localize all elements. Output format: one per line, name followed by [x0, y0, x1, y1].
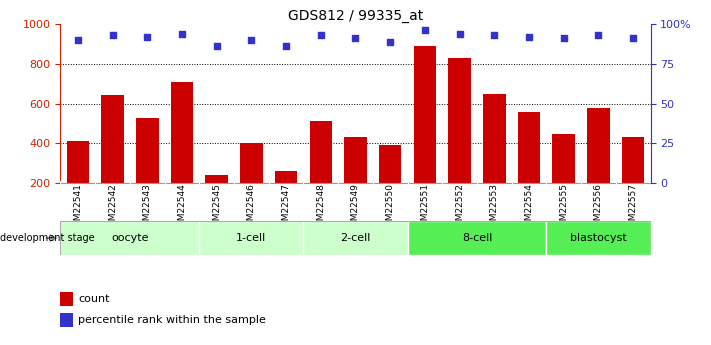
Bar [414, 46, 437, 183]
Text: 1-cell: 1-cell [236, 233, 267, 243]
Text: GSM22550: GSM22550 [385, 183, 395, 232]
Text: GSM22557: GSM22557 [629, 183, 638, 232]
Point [176, 31, 188, 37]
Text: blastocyst: blastocyst [570, 233, 627, 243]
Bar [60, 292, 73, 306]
Bar [518, 112, 540, 183]
Point [419, 28, 431, 33]
Bar [304, 221, 407, 255]
Text: GSM22542: GSM22542 [108, 183, 117, 232]
Bar [199, 221, 304, 255]
Point [107, 32, 118, 38]
Bar [622, 137, 644, 183]
Bar [309, 121, 332, 183]
Bar [449, 58, 471, 183]
Text: oocyte: oocyte [111, 233, 149, 243]
Text: GSM22555: GSM22555 [560, 183, 568, 232]
Bar [587, 108, 610, 183]
Point [488, 32, 500, 38]
Point [315, 32, 326, 38]
Title: GDS812 / 99335_at: GDS812 / 99335_at [288, 9, 423, 23]
Text: count: count [78, 294, 109, 304]
Point [72, 37, 83, 43]
Bar [483, 93, 506, 183]
Text: GSM22552: GSM22552 [455, 183, 464, 232]
Text: GSM22556: GSM22556 [594, 183, 603, 232]
Point [211, 43, 223, 49]
Text: GSM22541: GSM22541 [73, 183, 82, 232]
Point [454, 31, 465, 37]
Bar [136, 118, 159, 183]
Text: GSM22549: GSM22549 [351, 183, 360, 232]
Bar [552, 134, 575, 183]
Text: GSM22554: GSM22554 [525, 183, 533, 232]
Bar [67, 141, 89, 183]
Text: GSM22548: GSM22548 [316, 183, 326, 232]
Text: GSM22545: GSM22545 [212, 183, 221, 232]
Text: 8-cell: 8-cell [462, 233, 492, 243]
Point [246, 37, 257, 43]
Text: percentile rank within the sample: percentile rank within the sample [78, 315, 266, 325]
Text: GSM22544: GSM22544 [178, 183, 186, 232]
Bar [344, 137, 367, 183]
Text: GSM22553: GSM22553 [490, 183, 499, 232]
Point [628, 36, 639, 41]
Bar [101, 95, 124, 183]
Text: GSM22547: GSM22547 [282, 183, 291, 232]
Text: GSM22551: GSM22551 [420, 183, 429, 232]
Text: GSM22546: GSM22546 [247, 183, 256, 232]
Bar [60, 221, 199, 255]
Bar [171, 82, 193, 183]
Bar [274, 171, 297, 183]
Point [385, 39, 396, 45]
Bar [60, 313, 73, 327]
Bar [205, 175, 228, 183]
Bar [547, 221, 651, 255]
Bar [379, 145, 402, 183]
Text: GSM22543: GSM22543 [143, 183, 151, 232]
Text: development stage: development stage [0, 233, 95, 243]
Point [593, 32, 604, 38]
Point [350, 36, 361, 41]
Bar [240, 143, 262, 183]
Bar [407, 221, 547, 255]
Text: 2-cell: 2-cell [341, 233, 370, 243]
Point [280, 43, 292, 49]
Point [141, 34, 153, 40]
Point [523, 34, 535, 40]
Point [558, 36, 570, 41]
